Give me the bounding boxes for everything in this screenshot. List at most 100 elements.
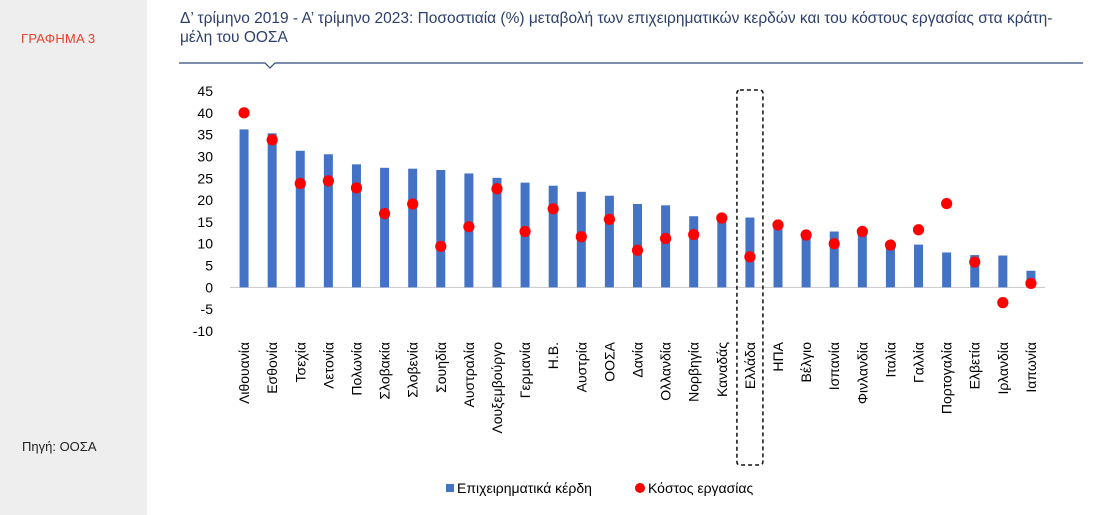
dot-5 [378,208,391,220]
bar-3 [323,154,333,288]
bar-6 [408,168,418,288]
bar-9 [492,177,502,288]
bar-26 [970,255,980,288]
dot-18 [744,251,756,263]
dot-14 [631,244,644,256]
dot-16 [688,228,700,241]
title-rule [179,62,1083,69]
x-tick-label: Λετονία [320,342,336,389]
bar-17 [717,218,727,288]
x-tick-label: Γαλλία [911,342,927,383]
y-tick-label: 5 [205,258,213,274]
bar-11 [548,185,558,288]
dot-24 [912,224,925,236]
y-tick-label: 15 [197,214,213,230]
bar-0 [239,129,249,288]
y-tick-label: 10 [197,236,213,252]
x-tick-label: Ελλάδα [742,342,758,389]
dot-8 [463,221,475,233]
dot-6 [407,198,419,210]
x-tick-label: Η.Β. [545,342,561,369]
source-note: Πηγή: ΟΟΣΑ [22,439,97,454]
dot-0 [238,107,250,119]
chart-title: Δ’ τρίμηνο 2019 - Α’ τρίμηνο 2023: Ποσοσ… [180,10,1053,46]
bar-16 [689,216,699,288]
y-tick-label: 0 [205,279,213,295]
y-tick-label: -10 [193,323,213,339]
bar-22 [857,234,867,288]
x-tick-label: Σλοβακία [377,342,393,400]
x-tick-label: Ισπανία [826,342,842,390]
dot-1 [266,134,278,146]
dot-4 [350,182,363,194]
y-tick-label: -5 [201,301,214,317]
x-tick-label: Αυστρία [573,342,589,392]
bar-24 [914,244,924,288]
dot-7 [435,240,447,252]
dot-28 [1025,277,1037,290]
y-tick-label: 45 [197,83,213,99]
x-tick-label: Δανία [630,342,646,378]
x-tick-label: Λουξεμβούργο [489,342,505,434]
dot-3 [322,175,334,187]
x-tick-label: ΟΟΣΑ [601,341,617,381]
x-tick-label: Τσεχία [292,342,308,382]
dot-27 [997,297,1009,309]
bar-20 [801,233,811,288]
x-tick-label: Βέλγιο [798,342,814,383]
y-tick-label: 25 [197,170,213,186]
dot-22 [856,225,868,238]
bar-7 [436,169,446,288]
x-tick-label: Σουηδία [433,342,449,393]
bar-2 [295,150,305,288]
figure-label: ΓΡΑΦΗΜΑ 3 [21,31,96,46]
dot-21 [828,238,840,250]
dot-10 [519,225,531,238]
dot-20 [800,229,812,241]
x-tick-label: Πολωνία [348,342,364,396]
x-tick-label: Λιθουανία [236,342,252,404]
y-tick-label: 35 [197,127,213,143]
x-tick-label: Φινλανδία [854,342,870,404]
dot-15 [660,232,672,245]
y-tick-label: 30 [197,148,213,164]
dot-17 [716,212,728,224]
dot-25 [941,197,953,210]
dot-9 [491,183,503,195]
bar-19 [773,226,783,288]
y-tick-label: 20 [197,192,213,208]
legend-dot-swatch [635,483,645,493]
y-tick-label: 40 [197,105,213,121]
x-tick-label: Σλοβενία [405,342,421,398]
highlight-box [736,89,764,466]
dot-19 [772,219,784,231]
dot-13 [603,213,615,225]
bar-15 [661,205,671,288]
x-tick-label: Γερμανία [517,342,533,398]
bar-21 [829,231,839,288]
x-tick-label: Νορβηγία [686,342,702,402]
x-tick-label: Εσθονία [264,342,280,394]
bar-23 [885,244,895,288]
bar-5 [380,167,390,288]
x-tick-label: Ελβετία [967,342,983,389]
chart-svg: 45 40 35 30 25 20 15 10 5 0 -5 -10 Λιθουανία Εσθονία… [179,62,1083,496]
sidebar: ΓΡΑΦΗΜΑ 3 Πηγή: ΟΟΣΑ [0,0,147,515]
x-tick-label: Αυστραλία [461,342,477,407]
x-tick-label: Ιταλία [882,342,898,378]
x-tick-label: Ολλανδία [658,342,674,401]
x-tick-label: Ιαπωνία [1023,342,1039,393]
dot-2 [294,177,306,190]
dot-11 [547,203,559,215]
dot-12 [575,231,587,243]
x-tick-label: ΗΠΑ [770,341,786,371]
bar-27 [998,255,1008,288]
dot-26 [969,256,981,268]
bar-25 [942,252,952,288]
bar-13 [604,195,614,288]
chart-panel: Δ’ τρίμηνο 2019 - Α’ τρίμηνο 2023: Ποσοσ… [165,0,1095,515]
bar-1 [267,133,277,288]
legend-bar-label: Επιχειρηματικά κέρδη [457,480,592,496]
dot-23 [884,239,897,251]
x-tick-label: Ιρλανδία [995,342,1011,394]
